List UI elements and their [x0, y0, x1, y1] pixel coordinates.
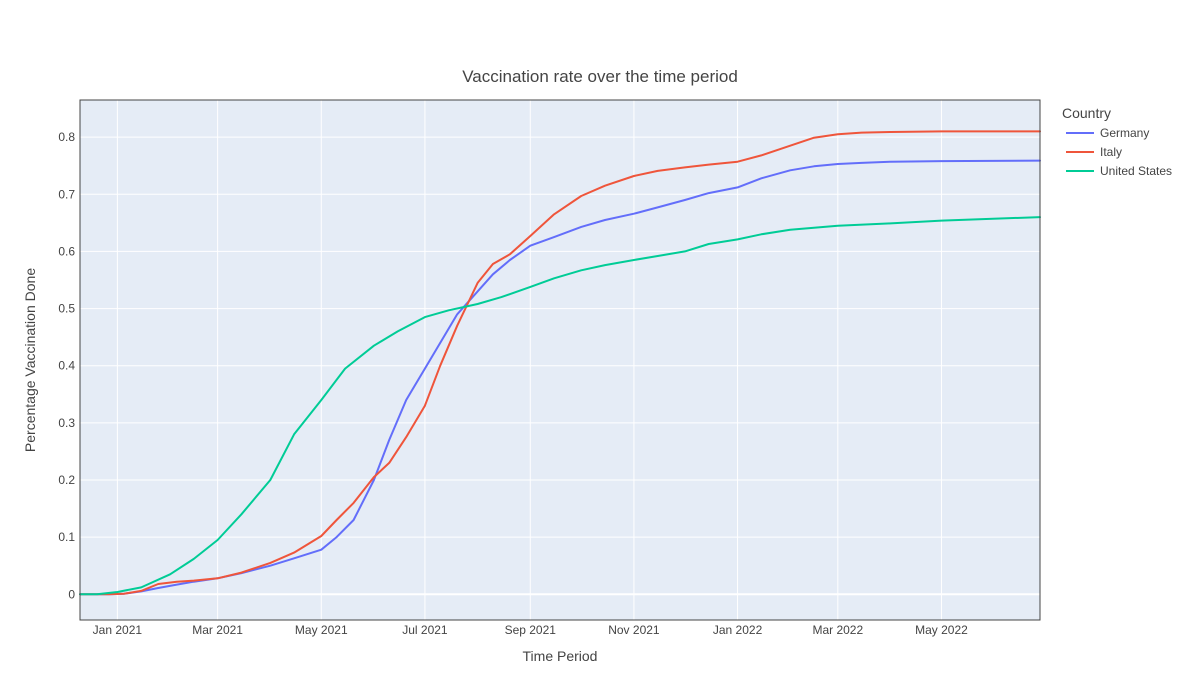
y-axis-title: Percentage Vaccination Done: [22, 268, 38, 452]
x-tick-label: Sep 2021: [505, 623, 557, 637]
x-tick-label: May 2021: [295, 623, 348, 637]
series-line-italy: [79, 130, 1041, 596]
y-tick-label: 0.5: [58, 302, 75, 316]
grid-layer: [80, 100, 1040, 620]
chart-title: Vaccination rate over the time period: [462, 67, 738, 86]
legend-label: United States: [1100, 164, 1172, 178]
y-tick-label: 0.4: [58, 359, 75, 373]
legend-item-united-states[interactable]: United States: [1066, 164, 1172, 178]
y-tick-label: 0.1: [58, 530, 75, 544]
x-axis-ticks: Jan 2021 Mar 2021 May 2021 Jul 2021 Sep 2021…: [93, 623, 968, 637]
legend-label: Germany: [1100, 126, 1149, 140]
x-tick-label: Jan 2022: [713, 623, 763, 637]
y-tick-label: 0.8: [58, 130, 75, 144]
y-axis-ticks: 0 0.1 0.2 0.3 0.4 0.5 0.6 0.7 0.8: [58, 130, 75, 601]
legend-items: Germany Italy United States: [1066, 126, 1172, 178]
x-tick-label: Nov 2021: [608, 623, 660, 637]
legend-item-italy[interactable]: Italy: [1066, 145, 1122, 159]
x-tick-label: Jan 2021: [93, 623, 143, 637]
legend-label: Italy: [1100, 145, 1122, 159]
x-tick-label: Jul 2021: [402, 623, 448, 637]
y-tick-label: 0.2: [58, 473, 75, 487]
plot-area: [80, 100, 1040, 620]
legend-item-germany[interactable]: Germany: [1066, 126, 1149, 140]
series-layer: [79, 130, 1041, 596]
plot-frame: [79, 99, 1041, 621]
x-tick-label: Mar 2022: [812, 623, 863, 637]
y-tick-label: 0: [68, 587, 75, 601]
series-line-united-states: [79, 216, 1041, 596]
legend-title: Country: [1062, 105, 1111, 121]
y-tick-label: 0.3: [58, 416, 75, 430]
y-tick-label: 0.6: [58, 244, 75, 258]
x-axis-title: Time Period: [523, 648, 598, 664]
y-tick-label: 0.7: [58, 187, 75, 201]
legend: Country Germany Italy United States: [1062, 105, 1172, 178]
x-tick-label: May 2022: [915, 623, 968, 637]
x-tick-label: Mar 2021: [192, 623, 243, 637]
